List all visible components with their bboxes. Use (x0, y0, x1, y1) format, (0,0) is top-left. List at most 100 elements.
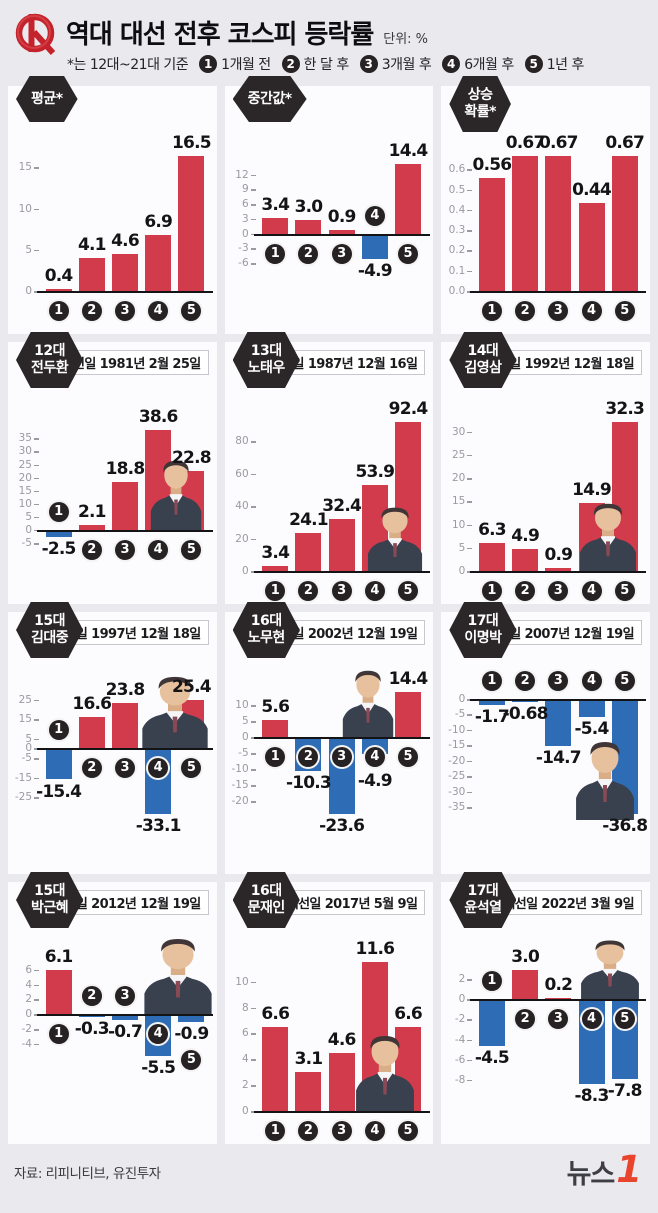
y-tick-mark (250, 189, 256, 191)
y-tick-label: 80 (235, 435, 249, 448)
y-tick-mark (250, 785, 256, 787)
plot-area: -5 0 5 10 15 20 25 30 35 -2.5 1 2.1 2 18.8 3 38.6 4 22.8 5 (8, 396, 217, 574)
charts-grid: 평균* 0 5 10 15 0.4 1 4.1 2 4.6 3 6.9 4 16.5 5 중간값* -6 -3 0 3… (0, 76, 658, 1144)
bar-value-label: 92.4 (388, 399, 429, 419)
y-tick-mark (34, 516, 39, 519)
badge-label: 14대 (467, 343, 499, 360)
y-tick-mark (250, 441, 256, 443)
y-tick-label: 5 (25, 243, 32, 256)
bar-period-4 (361, 234, 388, 259)
period-circle-1: 1 (263, 579, 288, 603)
plot-area: 0 5 10 15 20 25 30 6.3 1 4.9 2 0.9 3 14.9 4 32.3 5 (441, 396, 650, 603)
period-circle-4: 4 (362, 203, 387, 228)
bar-value-label: 38.6 (138, 407, 179, 427)
bar-period-2 (78, 717, 105, 750)
period-circle-3: 3 (113, 756, 137, 781)
y-tick-label: 6 (241, 198, 249, 211)
y-tick-label: 30 (451, 425, 466, 438)
period-circle-1: 1 (479, 969, 504, 994)
y-tick-mark (467, 729, 473, 732)
bar-value-label: 2.1 (77, 502, 107, 523)
y-tick-mark (467, 250, 473, 252)
y-tick-label: 0 (25, 1008, 32, 1021)
election-date-label: 대선일 2017년 5월 9일 (278, 890, 426, 915)
bar-value-label: 0.9 (544, 544, 573, 565)
bar-period-3 (545, 567, 572, 572)
bar-value-label: 23.8 (105, 680, 146, 701)
bar-period-1 (262, 566, 289, 572)
y-tick-label: -5 (21, 537, 32, 549)
bar-value-label: 5.6 (261, 697, 290, 718)
x-axis-line (37, 529, 213, 532)
y-tick-label: 0.1 (448, 264, 466, 277)
y-tick-mark (34, 1043, 39, 1046)
y-tick-mark (34, 699, 39, 702)
bar-period-2 (295, 219, 322, 235)
y-tick-mark (250, 174, 256, 177)
panel-badge: 평균* (16, 76, 78, 122)
source-credit: 자료: 리피니티브, 유진투자 (14, 1166, 161, 1182)
panel-badge: 12대 전두환 (16, 332, 84, 388)
bar-value-label: -36.8 (602, 816, 648, 836)
y-tick-label: 12 (235, 168, 249, 181)
period-circle-5: 5 (396, 1119, 421, 1143)
bar-value-label: 14.4 (388, 141, 429, 161)
period-circle-2: 2 (296, 1119, 321, 1143)
legend-label: 1년 후 (546, 57, 585, 73)
y-tick-mark (34, 503, 39, 506)
badge-label: 확률* (464, 104, 496, 120)
y-tick-label: 0.5 (448, 183, 466, 196)
period-circle-3: 3 (546, 299, 571, 323)
period-circle-4: 4 (146, 756, 171, 781)
x-axis-line (37, 748, 213, 751)
y-tick-label: 0 (241, 565, 249, 577)
y-tick-label: 15 (18, 713, 32, 726)
x-axis-line (470, 699, 647, 701)
chart-panel-kim-dae-jung: 15대 김대중 대선일 1997년 12월 18일 -25 -15 -5 0 5 15 25 -15… (8, 602, 217, 874)
bar-value-label: 4.6 (327, 1029, 357, 1050)
y-tick-label: 0 (458, 993, 466, 1006)
bar-period-4 (578, 700, 605, 717)
y-tick-mark (250, 801, 256, 803)
bar-period-1 (478, 178, 505, 292)
period-circle-3: 3 (113, 537, 137, 562)
period-circle-4: 4 (362, 579, 387, 603)
y-tick-label: 10 (235, 699, 249, 712)
x-axis-line (470, 291, 647, 293)
period-circle-3: 3 (329, 579, 354, 603)
y-tick-mark (467, 1079, 473, 1082)
bar-period-1 (45, 288, 72, 292)
plot-area: -4 -2 0 2 4 6 6.1 1 -0.3 2 -0.7 3 -5.5 4 -0.9 5 (8, 936, 217, 1114)
election-date-label: 대선일 2022년 3월 9일 (495, 890, 642, 915)
x-axis-line (470, 999, 647, 1002)
y-tick-label: 20 (235, 532, 249, 545)
chart-panel-win-rate: 상승 확률* 0.0 0.1 0.2 0.3 0.4 0.5 0.6 0.56 1 0.67 2 0.67… (441, 76, 650, 334)
period-circle-1: 1 (263, 241, 288, 266)
y-tick-label: -4 (454, 1033, 466, 1046)
badge-label: 16대 (250, 883, 282, 900)
chart-panel-kim-young-sam: 14대 김영삼 대선일 1992년 12월 18일 0 5 10 15 20 25 30 6.3 1 4… (441, 332, 650, 604)
bar-value-label: -14.7 (535, 747, 582, 768)
y-tick-mark (250, 263, 256, 265)
y-tick-mark (467, 714, 473, 716)
bar-period-3 (112, 703, 138, 750)
bar-period-5 (395, 692, 422, 739)
bar-period-1 (262, 720, 289, 739)
badge-label: 평균* (31, 90, 63, 107)
legend: *는 12대~21대 기준 1 1개월 전 2 한 달 후 3 3개월 후 4 … (67, 54, 584, 74)
period-circle-5: 5 (612, 579, 637, 603)
y-tick-mark (467, 478, 473, 480)
y-tick-label: -5 (21, 752, 32, 765)
period-circle-2: 2 (296, 241, 321, 266)
y-tick-mark (34, 738, 39, 741)
badge-label: 상승 (467, 87, 493, 104)
y-tick-label: 5 (25, 732, 32, 745)
chart-panel-moon-jae-in: 16대 문재인 대선일 2017년 5월 9일 0 2 4 6 8 10 6.6 1 3.1 2 4.6 3… (224, 872, 434, 1144)
bar-period-2 (512, 970, 539, 1001)
period-circle-5: 5 (179, 537, 204, 562)
bar-value-label: 3.4 (261, 543, 290, 564)
legend-note: *는 12대~21대 기준 (67, 57, 189, 73)
bar-value-label: -4.5 (474, 1047, 510, 1068)
y-tick-mark (34, 758, 39, 760)
panel-badge: 13대 노태우 (232, 332, 300, 388)
